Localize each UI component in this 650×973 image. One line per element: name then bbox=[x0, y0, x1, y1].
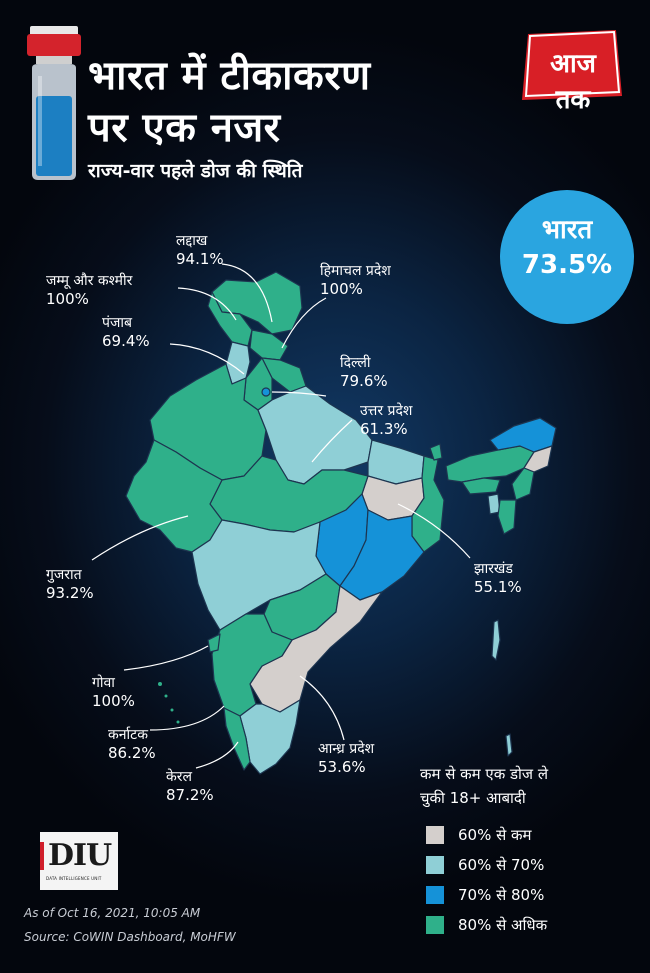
label-delhi-name: दिल्ली bbox=[340, 355, 371, 371]
footer-asof: As of Oct 16, 2021, 10:05 AM bbox=[24, 906, 201, 920]
label-goa-value: 100% bbox=[92, 692, 135, 710]
label-jharkhand-name: झारखंड bbox=[474, 561, 513, 577]
label-andhra-pradesh: आन्ध्र प्रदेश 53.6% bbox=[318, 740, 374, 776]
legend-label-mid: 60% से 70% bbox=[458, 856, 545, 874]
label-kerala-name: केरल bbox=[166, 769, 192, 785]
legend-item-mid: 60% से 70% bbox=[426, 854, 544, 876]
region-sikkim bbox=[429, 443, 443, 461]
label-delhi: दिल्ली 79.6% bbox=[340, 354, 388, 390]
region-karnataka bbox=[211, 613, 293, 717]
label-punjab-name: पंजाब bbox=[102, 315, 132, 331]
label-punjab-value: 69.4% bbox=[102, 332, 150, 350]
label-jharkhand-value: 55.1% bbox=[474, 578, 522, 596]
region-nagaland bbox=[523, 445, 553, 473]
legend-swatch-low bbox=[426, 826, 444, 844]
label-karnataka-value: 86.2% bbox=[108, 744, 156, 762]
region-kerala bbox=[223, 707, 251, 771]
national-name: भारत bbox=[541, 215, 593, 245]
region-mizoram bbox=[497, 499, 517, 535]
legend-title: कम से कम एक डोज ले चुकी 18+ आबादी bbox=[420, 762, 548, 810]
legend-title-line-1: कम से कम एक डोज ले bbox=[420, 765, 548, 783]
region-himachal bbox=[249, 329, 289, 361]
label-jammu-kashmir-value: 100% bbox=[46, 290, 89, 308]
region-odisha bbox=[339, 509, 425, 601]
label-himachal-value: 100% bbox=[320, 280, 363, 298]
region-nicobar bbox=[505, 733, 513, 757]
legend-label-high: 70% से 80% bbox=[458, 886, 545, 904]
aaj-tak-logo-icon bbox=[522, 30, 622, 100]
logo-text: आज तक bbox=[550, 49, 596, 115]
region-goa bbox=[207, 633, 221, 653]
legend-item-low: 60% से कम bbox=[426, 824, 532, 846]
label-gujarat: गुजरात 93.2% bbox=[46, 566, 94, 602]
legend-item-high: 70% से 80% bbox=[426, 884, 544, 906]
label-karnataka-name: कर्नाटक bbox=[108, 727, 148, 743]
region-manipur bbox=[511, 467, 535, 501]
label-jammu-kashmir: जम्मू और कश्मीर 100% bbox=[46, 272, 132, 308]
label-himachal-name: हिमाचल प्रदेश bbox=[320, 263, 391, 279]
label-andhra-pradesh-name: आन्ध्र प्रदेश bbox=[318, 741, 375, 757]
legend-item-top: 80% से अधिक bbox=[426, 914, 547, 936]
label-punjab: पंजाब 69.4% bbox=[102, 314, 150, 350]
legend-swatch-top bbox=[426, 916, 444, 934]
label-uttar-pradesh-name: उत्तर प्रदेश bbox=[360, 403, 413, 419]
diu-logo: DIU DATA INTELLIGENCE UNIT bbox=[40, 832, 118, 890]
leader-lines bbox=[91, 263, 471, 769]
label-ladakh-name: लद्दाख bbox=[176, 233, 208, 249]
region-bihar bbox=[367, 439, 425, 485]
vaccine-vial-icon bbox=[27, 26, 81, 180]
diu-mark-icon bbox=[40, 842, 44, 870]
label-uttar-pradesh-value: 61.3% bbox=[360, 420, 408, 438]
legend-swatch-high bbox=[426, 886, 444, 904]
label-ladakh: लद्दाख 94.1% bbox=[176, 232, 224, 268]
legend-label-top: 80% से अधिक bbox=[458, 916, 548, 934]
label-ladakh-value: 94.1% bbox=[176, 250, 224, 268]
national-average-badge: भारत 73.5% bbox=[500, 190, 634, 324]
footer-source: Source: CoWIN Dashboard, MoHFW bbox=[24, 930, 236, 944]
label-kerala-value: 87.2% bbox=[166, 786, 214, 804]
legend-swatch-mid bbox=[426, 856, 444, 874]
label-jharkhand: झारखंड 55.1% bbox=[474, 560, 522, 596]
label-goa-name: गोवा bbox=[92, 675, 115, 691]
region-lakshadweep bbox=[158, 682, 180, 724]
legend-label-low: 60% से कम bbox=[458, 826, 532, 844]
region-delhi bbox=[261, 387, 271, 397]
page-title: भारत में टीकाकरण पर एक नजर bbox=[88, 50, 371, 154]
label-jammu-kashmir-name: जम्मू और कश्मीर bbox=[46, 273, 133, 289]
region-andaman bbox=[491, 619, 501, 661]
diu-tagline: DATA INTELLIGENCE UNIT bbox=[46, 876, 102, 881]
aaj-tak-logo: आज तक bbox=[518, 26, 626, 115]
page-subtitle: राज्य-वार पहले डोज की स्थिति bbox=[88, 160, 303, 182]
label-andhra-pradesh-value: 53.6% bbox=[318, 758, 366, 776]
region-meghalaya bbox=[461, 477, 501, 495]
label-uttar-pradesh: उत्तर प्रदेश 61.3% bbox=[360, 402, 412, 438]
label-kerala: केरल 87.2% bbox=[166, 768, 214, 804]
diu-brand: DIU bbox=[48, 838, 112, 873]
label-delhi-value: 79.6% bbox=[340, 372, 388, 390]
legend-title-line-2: चुकी 18+ आबादी bbox=[420, 789, 526, 807]
label-karnataka: कर्नाटक 86.2% bbox=[108, 726, 156, 762]
label-himachal: हिमाचल प्रदेश 100% bbox=[320, 262, 391, 298]
region-arunachal bbox=[489, 417, 557, 453]
label-goa: गोवा 100% bbox=[92, 674, 135, 710]
label-gujarat-name: गुजरात bbox=[46, 567, 82, 583]
title-line-1: भारत में टीकाकरण bbox=[88, 53, 371, 99]
national-value: 73.5% bbox=[521, 250, 613, 280]
title-line-2: पर एक नजर bbox=[88, 105, 281, 151]
label-gujarat-value: 93.2% bbox=[46, 584, 94, 602]
